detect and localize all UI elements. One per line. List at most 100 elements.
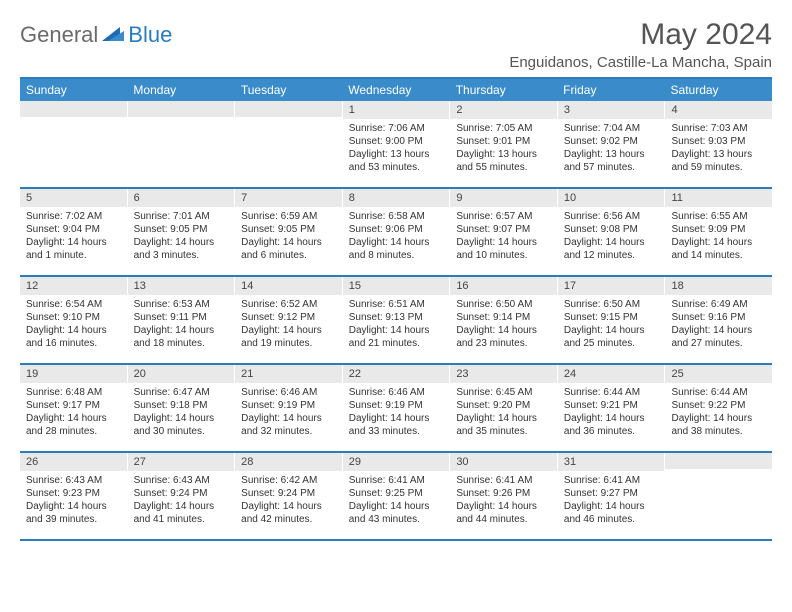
sunrise-text: Sunrise: 7:05 AM xyxy=(456,122,551,135)
day-cell: 23Sunrise: 6:45 AMSunset: 9:20 PMDayligh… xyxy=(450,365,558,451)
day-body: Sunrise: 6:49 AMSunset: 9:16 PMDaylight:… xyxy=(665,295,772,354)
day-cell: 30Sunrise: 6:41 AMSunset: 9:26 PMDayligh… xyxy=(450,453,558,539)
day-body: Sunrise: 6:55 AMSunset: 9:09 PMDaylight:… xyxy=(665,207,772,266)
day-cell: 21Sunrise: 6:46 AMSunset: 9:19 PMDayligh… xyxy=(235,365,343,451)
sunset-text: Sunset: 9:20 PM xyxy=(456,399,551,412)
day-number: 12 xyxy=(20,277,127,295)
header: General Blue May 2024 Enguidanos, Castil… xyxy=(20,18,772,71)
daylight-text: Daylight: 14 hours and 8 minutes. xyxy=(349,236,444,262)
sunset-text: Sunset: 9:03 PM xyxy=(671,135,766,148)
day-header-sat: Saturday xyxy=(665,79,772,101)
day-number: 26 xyxy=(20,453,127,471)
day-cell: 13Sunrise: 6:53 AMSunset: 9:11 PMDayligh… xyxy=(128,277,236,363)
sunrise-text: Sunrise: 6:41 AM xyxy=(564,474,659,487)
day-cell: 27Sunrise: 6:43 AMSunset: 9:24 PMDayligh… xyxy=(128,453,236,539)
day-number: 16 xyxy=(450,277,557,295)
day-body: Sunrise: 6:57 AMSunset: 9:07 PMDaylight:… xyxy=(450,207,557,266)
day-header-fri: Friday xyxy=(557,79,664,101)
day-body xyxy=(128,117,235,124)
daylight-text: Daylight: 14 hours and 16 minutes. xyxy=(26,324,121,350)
sunset-text: Sunset: 9:18 PM xyxy=(134,399,229,412)
day-cell xyxy=(235,101,343,187)
day-body: Sunrise: 7:03 AMSunset: 9:03 PMDaylight:… xyxy=(665,119,772,178)
day-body: Sunrise: 6:58 AMSunset: 9:06 PMDaylight:… xyxy=(343,207,450,266)
sunset-text: Sunset: 9:14 PM xyxy=(456,311,551,324)
sunset-text: Sunset: 9:16 PM xyxy=(671,311,766,324)
sunset-text: Sunset: 9:08 PM xyxy=(564,223,659,236)
day-number: 2 xyxy=(450,101,557,119)
sunset-text: Sunset: 9:13 PM xyxy=(349,311,444,324)
sunrise-text: Sunrise: 6:54 AM xyxy=(26,298,121,311)
week-row: 19Sunrise: 6:48 AMSunset: 9:17 PMDayligh… xyxy=(20,365,772,453)
sunrise-text: Sunrise: 7:04 AM xyxy=(564,122,659,135)
sunset-text: Sunset: 9:00 PM xyxy=(349,135,444,148)
sunrise-text: Sunrise: 6:51 AM xyxy=(349,298,444,311)
sunset-text: Sunset: 9:12 PM xyxy=(241,311,336,324)
day-number: 1 xyxy=(343,101,450,119)
day-cell xyxy=(665,453,772,539)
day-number xyxy=(235,101,342,117)
logo-triangle-icon xyxy=(102,25,124,46)
day-body: Sunrise: 6:48 AMSunset: 9:17 PMDaylight:… xyxy=(20,383,127,442)
day-number xyxy=(20,101,127,117)
weeks-container: 1Sunrise: 7:06 AMSunset: 9:00 PMDaylight… xyxy=(20,101,772,541)
day-header-sun: Sunday xyxy=(20,79,127,101)
day-number: 9 xyxy=(450,189,557,207)
sunset-text: Sunset: 9:27 PM xyxy=(564,487,659,500)
day-body: Sunrise: 7:01 AMSunset: 9:05 PMDaylight:… xyxy=(128,207,235,266)
day-cell: 11Sunrise: 6:55 AMSunset: 9:09 PMDayligh… xyxy=(665,189,772,275)
day-body: Sunrise: 6:59 AMSunset: 9:05 PMDaylight:… xyxy=(235,207,342,266)
sunset-text: Sunset: 9:07 PM xyxy=(456,223,551,236)
day-header-wed: Wednesday xyxy=(342,79,449,101)
month-title: May 2024 xyxy=(509,18,772,52)
day-number xyxy=(665,453,772,469)
day-cell xyxy=(128,101,236,187)
day-number: 7 xyxy=(235,189,342,207)
day-cell: 5Sunrise: 7:02 AMSunset: 9:04 PMDaylight… xyxy=(20,189,128,275)
day-number: 30 xyxy=(450,453,557,471)
day-cell: 9Sunrise: 6:57 AMSunset: 9:07 PMDaylight… xyxy=(450,189,558,275)
day-header-thu: Thursday xyxy=(450,79,557,101)
sunrise-text: Sunrise: 7:01 AM xyxy=(134,210,229,223)
day-cell: 6Sunrise: 7:01 AMSunset: 9:05 PMDaylight… xyxy=(128,189,236,275)
sunset-text: Sunset: 9:15 PM xyxy=(564,311,659,324)
sunrise-text: Sunrise: 6:50 AM xyxy=(456,298,551,311)
day-number: 28 xyxy=(235,453,342,471)
daylight-text: Daylight: 14 hours and 28 minutes. xyxy=(26,412,121,438)
day-body: Sunrise: 6:43 AMSunset: 9:23 PMDaylight:… xyxy=(20,471,127,530)
daylight-text: Daylight: 13 hours and 59 minutes. xyxy=(671,148,766,174)
day-cell: 3Sunrise: 7:04 AMSunset: 9:02 PMDaylight… xyxy=(558,101,666,187)
daylight-text: Daylight: 14 hours and 35 minutes. xyxy=(456,412,551,438)
daylight-text: Daylight: 14 hours and 21 minutes. xyxy=(349,324,444,350)
daylight-text: Daylight: 13 hours and 53 minutes. xyxy=(349,148,444,174)
day-number: 5 xyxy=(20,189,127,207)
day-body xyxy=(665,469,772,476)
daylight-text: Daylight: 14 hours and 41 minutes. xyxy=(134,500,229,526)
daylight-text: Daylight: 14 hours and 44 minutes. xyxy=(456,500,551,526)
day-cell: 31Sunrise: 6:41 AMSunset: 9:27 PMDayligh… xyxy=(558,453,666,539)
daylight-text: Daylight: 14 hours and 30 minutes. xyxy=(134,412,229,438)
week-row: 12Sunrise: 6:54 AMSunset: 9:10 PMDayligh… xyxy=(20,277,772,365)
daylight-text: Daylight: 14 hours and 19 minutes. xyxy=(241,324,336,350)
day-cell: 20Sunrise: 6:47 AMSunset: 9:18 PMDayligh… xyxy=(128,365,236,451)
sunset-text: Sunset: 9:26 PM xyxy=(456,487,551,500)
day-body: Sunrise: 6:50 AMSunset: 9:15 PMDaylight:… xyxy=(558,295,665,354)
daylight-text: Daylight: 14 hours and 6 minutes. xyxy=(241,236,336,262)
sunrise-text: Sunrise: 6:49 AM xyxy=(671,298,766,311)
day-number: 20 xyxy=(128,365,235,383)
daylight-text: Daylight: 14 hours and 33 minutes. xyxy=(349,412,444,438)
day-cell: 8Sunrise: 6:58 AMSunset: 9:06 PMDaylight… xyxy=(343,189,451,275)
daylight-text: Daylight: 14 hours and 18 minutes. xyxy=(134,324,229,350)
day-body: Sunrise: 6:45 AMSunset: 9:20 PMDaylight:… xyxy=(450,383,557,442)
daylight-text: Daylight: 14 hours and 25 minutes. xyxy=(564,324,659,350)
day-body: Sunrise: 6:47 AMSunset: 9:18 PMDaylight:… xyxy=(128,383,235,442)
day-number: 21 xyxy=(235,365,342,383)
day-cell: 10Sunrise: 6:56 AMSunset: 9:08 PMDayligh… xyxy=(558,189,666,275)
sunrise-text: Sunrise: 6:52 AM xyxy=(241,298,336,311)
daylight-text: Daylight: 14 hours and 27 minutes. xyxy=(671,324,766,350)
day-body: Sunrise: 6:43 AMSunset: 9:24 PMDaylight:… xyxy=(128,471,235,530)
location-text: Enguidanos, Castille-La Mancha, Spain xyxy=(509,54,772,71)
daylight-text: Daylight: 14 hours and 23 minutes. xyxy=(456,324,551,350)
sunrise-text: Sunrise: 6:43 AM xyxy=(134,474,229,487)
sunrise-text: Sunrise: 6:46 AM xyxy=(241,386,336,399)
